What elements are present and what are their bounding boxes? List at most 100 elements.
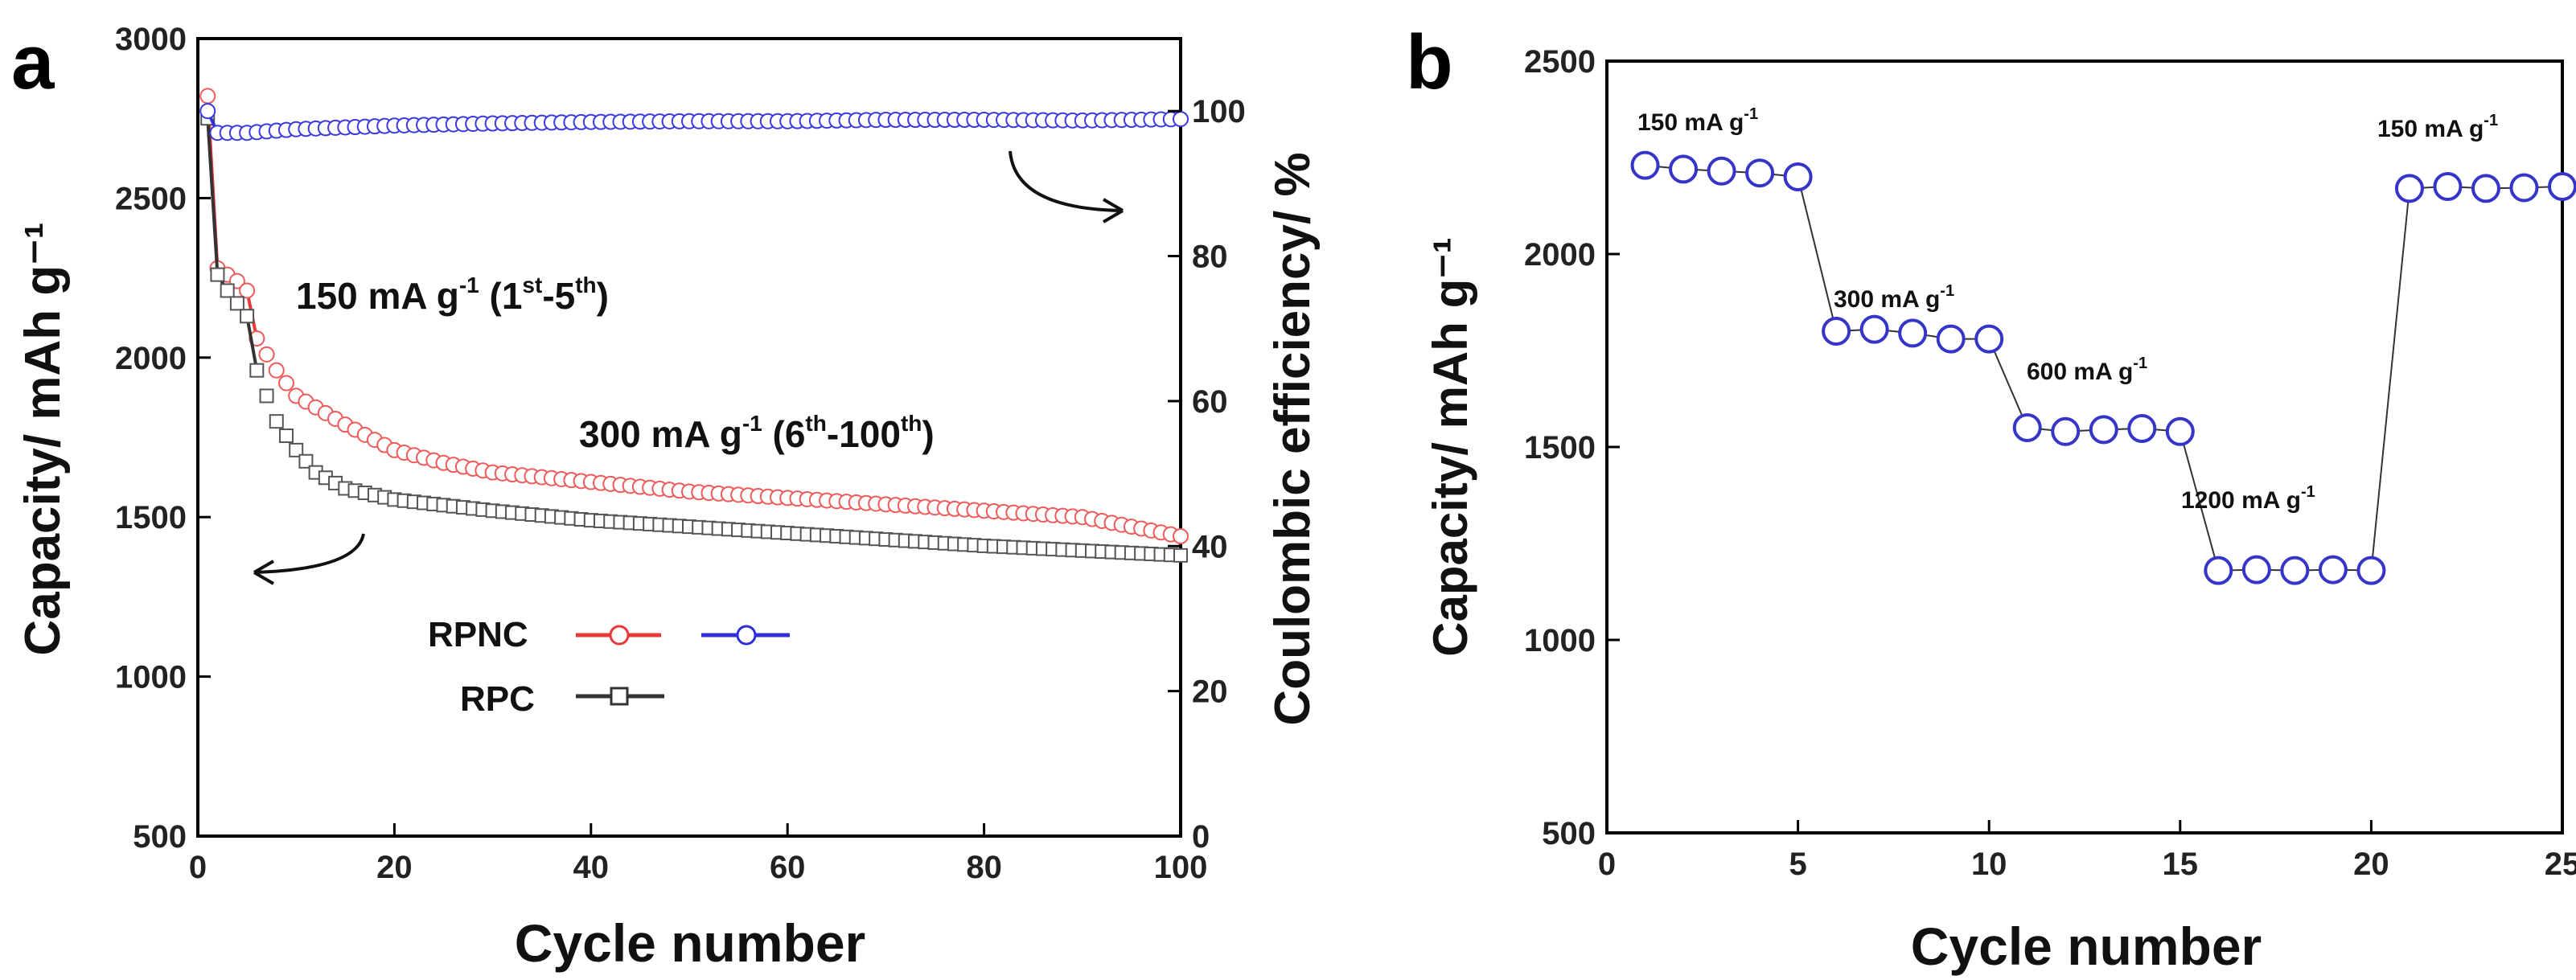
panel-a-x-axis-label: Cycle number: [515, 913, 865, 973]
rate-capacity-point: [1669, 154, 1699, 184]
rpnc-capacity-point: [239, 282, 256, 299]
rate-capacity-point: [2165, 416, 2195, 446]
rpc-capacity-point: [278, 428, 294, 444]
rate-capacity-point: [1974, 324, 2004, 354]
rate-capacity-point: [2127, 413, 2157, 443]
rate-capacity-point: [1630, 150, 1660, 180]
rate-capacity-point: [2318, 555, 2348, 584]
panel-a-y2-tick-label: 100: [1192, 94, 1246, 129]
panel-a-y-tick-label: 500: [133, 819, 187, 855]
panel-a-y-tick-label: 2500: [115, 181, 187, 216]
rpnc-capacity-point: [277, 375, 294, 392]
rate-capacity-point: [1898, 318, 1928, 348]
panel-b-rate-label-150-first: 150 mA g-1: [1637, 105, 1758, 136]
rpnc-ce-point: [199, 103, 216, 120]
panel-a-x-tick-label: 80: [966, 850, 1002, 885]
legend-marker-rpnc-ce: [736, 625, 757, 646]
rpc-capacity-point: [289, 442, 304, 457]
panel-b-rate-label-150-last: 150 mA g-1: [2377, 112, 2498, 142]
panel-b-x-tick-label: 20: [2353, 847, 2389, 882]
rpnc-capacity-point: [1173, 528, 1189, 545]
rate-capacity-point: [1936, 324, 1966, 354]
panel-a-ticks: 0 20 40 60 80 100 500 1000 1500 2000 2500 3000 0 20 40…: [115, 22, 1246, 885]
panel-a-x-tick-label: 20: [376, 850, 413, 885]
panel-b-x-axis-label: Cycle number: [1911, 916, 2262, 976]
rpc-capacity-point: [259, 388, 274, 404]
rpc-capacity-point: [1173, 547, 1188, 563]
panel-b-y-tick-label: 1000: [1524, 623, 1596, 658]
panel-b-ticks: 0 5 10 15 20 25 500 1000 1500 2000 2500: [1524, 44, 2576, 882]
rpc-capacity-point: [298, 453, 314, 469]
rate-capacity-point: [2471, 174, 2500, 203]
panel-b-y-tick-label: 2000: [1524, 237, 1596, 273]
rpnc-capacity-point: [258, 346, 275, 363]
panel-b-rate-label-300: 300 mA g-1: [1834, 282, 1954, 313]
panel-a-x-tick-label: 100: [1154, 850, 1208, 885]
panel-a-y2-tick-label: 20: [1192, 675, 1228, 710]
rate-capacity-point: [2204, 556, 2233, 585]
panel-b-x-tick-label: 5: [1789, 847, 1806, 882]
series-line-1: [206, 118, 259, 371]
panel-a-x-tick-label: 0: [189, 850, 207, 885]
panel-b-data-marks: [1630, 150, 2576, 585]
legend-label-rpc: RPC: [460, 679, 535, 719]
panel-a-legend: RPNC RPC: [428, 615, 790, 719]
panel-a-y2-tick-label: 0: [1192, 819, 1210, 855]
right-axis-arrow: [1009, 150, 1124, 212]
left-axis-arrow: [253, 533, 365, 574]
panel-b-letter: b: [1406, 19, 1453, 105]
panel-a-y2-tick-label: 60: [1192, 384, 1228, 420]
legend-marker-rpnc-capacity: [609, 625, 630, 646]
rate-capacity-point: [2433, 172, 2463, 201]
panel-b: b 0 5 10 15 20 25 500 1000 1500 2000 2500 Capacity…: [1406, 19, 2576, 976]
rate-capacity-point: [2089, 415, 2118, 445]
rate-capacity-point: [2051, 416, 2081, 446]
rate-capacity-point: [2241, 555, 2271, 584]
rate-capacity-point: [1745, 158, 1775, 188]
panel-b-y-axis-label: Capacity/ mAh g⁻¹: [1424, 237, 1477, 657]
panel-a-y-tick-label: 1000: [115, 660, 187, 695]
panel-b-x-tick-label: 10: [1971, 847, 2007, 882]
panel-b-x-tick-label: 15: [2163, 847, 2199, 882]
rpc-capacity-point: [269, 414, 284, 429]
rpnc-capacity-point: [268, 362, 285, 379]
rate-capacity-point: [1707, 156, 1736, 186]
panel-a-y2-axis-label: Coulombic efficiency/ %: [1265, 152, 1321, 725]
rpnc-ce-point: [1173, 111, 1189, 128]
panel-a-letter: a: [11, 19, 55, 105]
rpc-capacity-point: [240, 309, 255, 324]
panel-a-y-axis-label: Capacity/ mAh g⁻¹: [15, 222, 71, 655]
panel-a-rate2-annotation: 300 mA g-1 (6th-100th): [579, 411, 935, 455]
panel-b-y-tick-label: 1500: [1524, 430, 1596, 465]
rpc-capacity-point: [210, 267, 225, 282]
rate-capacity-point: [2356, 556, 2386, 585]
panel-b-x-tick-label: 0: [1598, 847, 1616, 882]
panel-a-y2-tick-label: 40: [1192, 529, 1228, 564]
rate-capacity-point: [1859, 314, 1889, 344]
panel-a-y-tick-label: 1500: [115, 500, 187, 535]
panel-b-y-tick-label: 2500: [1524, 44, 1596, 80]
rate-capacity-point: [2548, 172, 2576, 201]
rate-capacity-point: [2394, 174, 2424, 203]
panel-a-plot-frame: [196, 37, 1182, 838]
panel-a-y-tick-label: 3000: [115, 22, 187, 57]
panel-a-x-tick-label: 60: [770, 850, 806, 885]
panel-b-y-tick-label: 500: [1542, 816, 1596, 851]
rpc-capacity-point: [220, 283, 235, 298]
rate-capacity-point: [1783, 162, 1813, 191]
panel-a-y-tick-label: 2000: [115, 341, 187, 376]
rate-capacity-point: [1822, 317, 1851, 346]
rate-capacity-point: [2509, 173, 2539, 203]
panel-a: a 0 20 40 60 80 100 500 1000 1500 2000 2500 3000 0 20…: [11, 19, 1321, 973]
panel-a-x-tick-label: 40: [573, 850, 610, 885]
panel-a-rate1-annotation: 150 mA g-1 (1st-5th): [296, 273, 609, 317]
panel-a-y2-tick-label: 80: [1192, 240, 1228, 275]
panel-b-x-tick-label: 25: [2545, 847, 2576, 882]
legend-label-rpnc: RPNC: [428, 615, 528, 654]
legend-marker-rpc: [610, 687, 629, 706]
rpc-capacity-point: [229, 296, 244, 311]
rpnc-capacity-point: [199, 88, 216, 105]
rate-capacity-point: [2012, 413, 2042, 442]
panel-b-rate-label-600: 600 mA g-1: [2027, 355, 2147, 385]
